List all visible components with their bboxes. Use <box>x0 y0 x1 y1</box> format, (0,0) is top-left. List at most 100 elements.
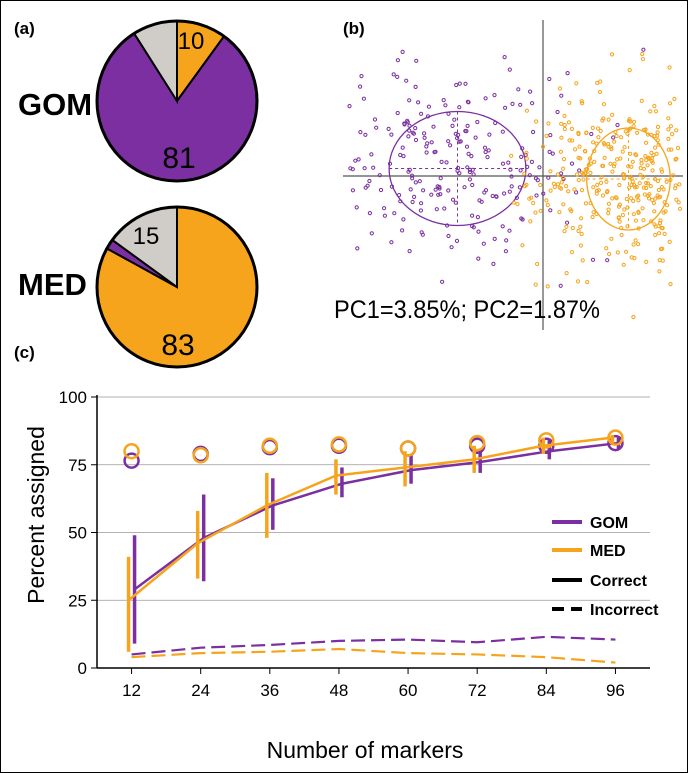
pca-point <box>486 148 491 153</box>
pca-point <box>579 216 584 221</box>
pca-point <box>614 133 619 139</box>
pca-point <box>544 133 549 138</box>
pca-point <box>632 256 637 261</box>
pca-point <box>535 261 540 267</box>
pca-point <box>389 132 394 137</box>
pca-point <box>502 55 507 60</box>
pca-point <box>473 135 478 140</box>
pca-point <box>645 181 651 186</box>
pca-point <box>630 159 635 164</box>
pca-point <box>667 239 672 244</box>
pca-point <box>421 188 426 193</box>
pca-point <box>507 189 512 194</box>
pca-point <box>580 101 585 106</box>
pca-point <box>400 228 405 233</box>
pca-point <box>504 238 509 243</box>
pca-point <box>545 284 550 289</box>
pca-point <box>596 135 601 140</box>
pca-point <box>641 47 646 52</box>
pca-point <box>611 135 616 140</box>
pca-point <box>643 154 648 159</box>
pca-point <box>470 182 475 188</box>
pca-point <box>452 117 457 122</box>
pca-point <box>590 214 595 220</box>
pca-point <box>670 132 675 137</box>
pca-point <box>668 124 674 129</box>
pca-point <box>471 172 476 177</box>
pca-point <box>413 126 418 131</box>
pca-point <box>617 182 622 188</box>
pca-point <box>540 144 546 149</box>
pca-point <box>591 140 596 145</box>
pca-point <box>659 167 664 172</box>
y-tick-label: 75 <box>68 456 87 475</box>
marker-med-circle <box>399 440 417 457</box>
pca-point <box>367 178 372 184</box>
pca-point <box>672 96 677 102</box>
pca-point <box>438 176 443 181</box>
pca-point <box>555 109 560 115</box>
pca-point <box>406 169 411 174</box>
pca-point <box>476 229 481 234</box>
pca-point <box>581 177 586 182</box>
marker-med-circle <box>192 447 209 464</box>
pca-point <box>507 67 512 72</box>
pca-point <box>561 157 567 162</box>
pca-point <box>562 126 567 132</box>
pca-point <box>592 159 597 164</box>
pca-point <box>640 206 645 211</box>
panel-c-letter: (c) <box>14 343 35 362</box>
pca-point <box>601 102 607 107</box>
pca-point <box>483 96 488 101</box>
pca-point <box>633 218 639 223</box>
pca-point <box>533 282 538 287</box>
pca-point <box>585 280 590 285</box>
legend-label-med: MED <box>590 543 626 560</box>
pca-point <box>606 142 611 147</box>
pca-point <box>567 100 572 106</box>
legend-label-incorrect: Incorrect <box>590 602 659 619</box>
pca-point <box>401 217 406 222</box>
pca-point <box>551 181 557 186</box>
pca-point <box>600 163 605 168</box>
x-tick-label: 84 <box>537 681 556 700</box>
pca-point <box>648 184 653 189</box>
pca-point <box>565 220 570 225</box>
pca-point <box>500 224 505 229</box>
pca-point <box>617 219 622 224</box>
pca-point <box>569 126 575 131</box>
pca-point <box>660 226 665 231</box>
pca-point <box>590 125 595 131</box>
pca-point <box>617 202 622 207</box>
pca-point <box>673 157 678 162</box>
pca-point <box>576 178 581 183</box>
pca-point <box>503 105 508 110</box>
pca-point <box>652 133 657 139</box>
pca-point <box>395 58 400 63</box>
pca-point <box>631 314 636 320</box>
pca-point <box>548 188 553 193</box>
pca-point <box>531 129 536 135</box>
pca-point <box>530 101 535 106</box>
pca-point <box>629 164 634 169</box>
pca-point <box>634 194 640 199</box>
pca-point <box>613 195 618 200</box>
pca-point <box>407 98 412 103</box>
pca-point <box>529 159 535 164</box>
pca-point <box>651 201 657 206</box>
pca-point <box>413 137 419 143</box>
pca-point <box>500 129 505 134</box>
pca-point <box>610 112 615 118</box>
pca-point <box>429 140 434 145</box>
pca-point <box>518 102 523 107</box>
pca-point <box>611 164 617 169</box>
x-tick-label: 72 <box>468 681 487 700</box>
pca-point <box>386 126 391 131</box>
pca-point <box>578 224 583 229</box>
pca-point <box>615 250 620 255</box>
pca-point <box>424 144 429 149</box>
pca-point <box>548 133 553 138</box>
pca-point <box>583 201 589 206</box>
pca-point <box>481 241 486 246</box>
pca-point <box>464 144 470 149</box>
